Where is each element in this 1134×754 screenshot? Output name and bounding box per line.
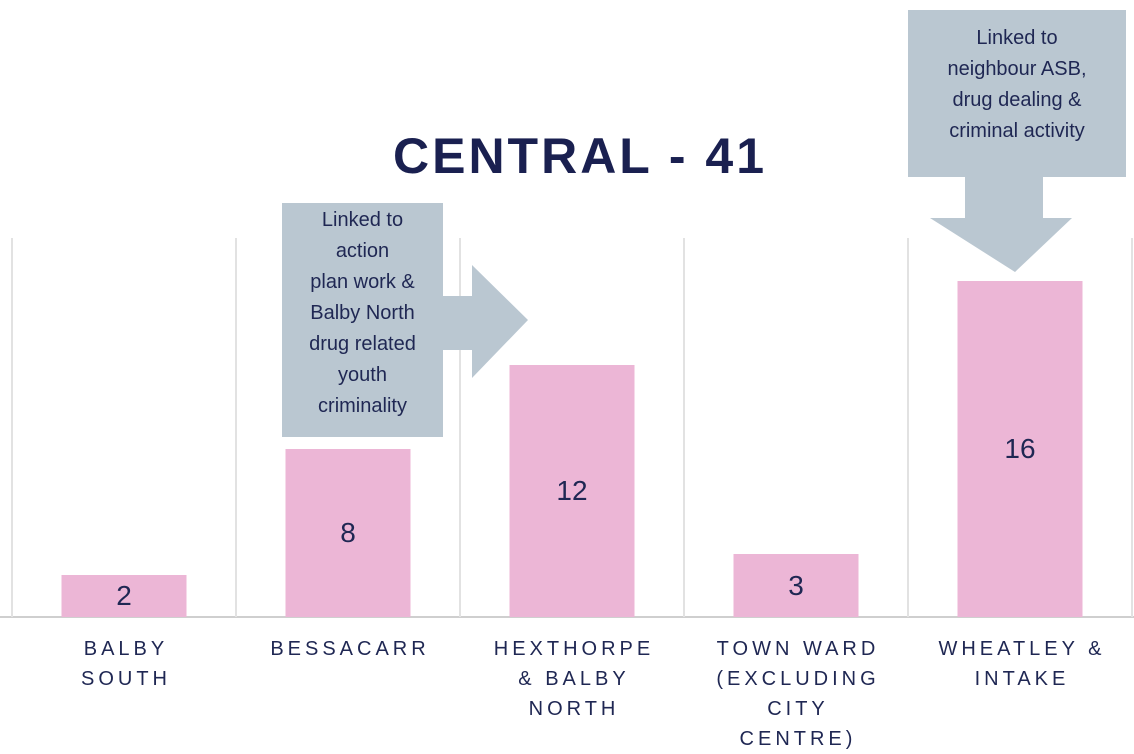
annotation-arrow xyxy=(443,265,528,378)
value-label: 12 xyxy=(556,475,588,506)
x-tick-label: TOWN WARD (EXCLUDING CITY CENTRE) xyxy=(716,638,880,750)
bar xyxy=(509,365,635,617)
annotation: Linked to neighbour ASB, drug dealing & … xyxy=(947,27,1087,142)
chart-title: CENTRAL - 41 xyxy=(392,128,767,184)
annotation-box xyxy=(282,203,443,437)
x-tick-label: BALBY SOUTH xyxy=(81,638,171,690)
x-tick-label: WHEATLEY & INTAKE xyxy=(938,638,1106,690)
value-label: 3 xyxy=(788,569,804,601)
value-label: 2 xyxy=(116,580,132,611)
bar xyxy=(957,281,1083,617)
annotation-box xyxy=(908,10,1126,177)
bar xyxy=(285,449,411,617)
value-label: 16 xyxy=(1004,433,1036,464)
value-label: 8 xyxy=(340,517,356,548)
annotation-arrow xyxy=(930,177,1072,272)
annotation: Linked to action plan work & Balby North… xyxy=(309,209,416,417)
bar xyxy=(733,554,859,617)
x-tick-label: BESSACARR xyxy=(270,638,430,660)
bar xyxy=(61,575,187,617)
x-tick-label: HEXTHORPE & BALBY NORTH xyxy=(493,638,655,720)
